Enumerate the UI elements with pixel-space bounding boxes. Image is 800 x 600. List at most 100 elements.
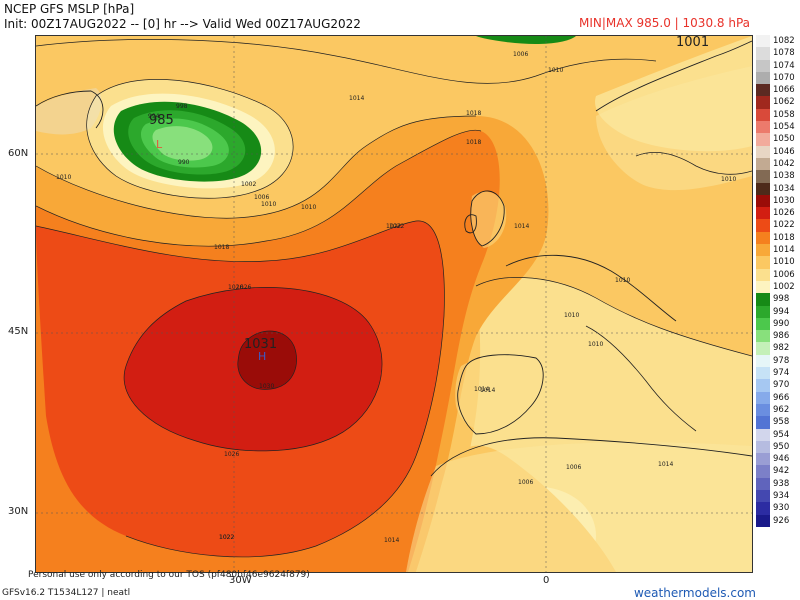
coast-scandinavia <box>595 40 752 112</box>
brand-link[interactable]: weathermodels.com <box>633 586 756 600</box>
legend-label: 970 <box>773 380 790 391</box>
legend-swatch <box>756 244 770 257</box>
low-center-letter: L <box>156 138 163 151</box>
legend-row: 1046 <box>756 145 800 158</box>
legend-row: 1078 <box>756 47 800 60</box>
map-title: NCEP GFS MSLP [hPa] <box>4 2 135 16</box>
legend-swatch <box>756 194 770 208</box>
contour-label: 1010 <box>564 312 579 319</box>
tos-notice: Personal use only according to our TOS (… <box>28 570 310 580</box>
legend-row: 1066 <box>756 84 800 97</box>
legend-swatch <box>756 207 770 220</box>
legend-row: 1018 <box>756 231 800 245</box>
contour-label: 1026 <box>236 284 251 291</box>
pressure-field: 1006 1010 1014 1018 1022 1026 1002 998 9… <box>36 36 752 572</box>
legend-swatch <box>756 182 770 195</box>
legend-label: 974 <box>773 368 790 379</box>
contour-label: 1022 <box>386 223 401 230</box>
legend-swatch <box>756 59 770 72</box>
legend-swatch <box>756 342 770 355</box>
scandinavia <box>596 66 752 191</box>
legend-row: 958 <box>756 416 800 429</box>
legend-row: 994 <box>756 305 800 318</box>
legend-swatch <box>756 231 770 245</box>
model-info: GFSv16.2 T1534L127 | neatl <box>2 588 131 598</box>
legend-swatch <box>756 170 770 183</box>
legend-swatch <box>756 379 770 392</box>
legend-label: 998 <box>773 294 790 305</box>
pressure-legend: 1082 1078 1074 1070 1066 1062 1058 1054 1050 1046… <box>756 35 800 527</box>
coast-france <box>505 254 677 322</box>
legend-row: 1042 <box>756 157 800 171</box>
lat-label-60n: 60N <box>8 148 29 159</box>
legend-row: 1062 <box>756 96 800 109</box>
legend-row: 1050 <box>756 133 800 146</box>
greenland-south <box>36 88 102 135</box>
low-center-value: 985 <box>149 113 174 128</box>
legend-swatch <box>756 96 770 109</box>
lat-label-30n: 30N <box>8 506 29 517</box>
high-center-value: 1031 <box>244 337 277 352</box>
legend-swatch <box>756 108 770 122</box>
legend-swatch <box>756 145 770 158</box>
legend-swatch <box>756 477 770 490</box>
legend-label: 1042 <box>773 158 795 169</box>
legend-label: 942 <box>773 466 790 477</box>
legend-label: 958 <box>773 417 790 428</box>
legend-swatch <box>756 514 770 527</box>
isobar-1010-north <box>36 39 657 84</box>
contour-label: 1010 <box>301 204 316 211</box>
legend-swatch <box>756 133 770 146</box>
contour-label: 1026 <box>228 284 243 291</box>
legend-row: 930 <box>756 502 800 515</box>
legend-row: 942 <box>756 465 800 478</box>
coast-italy <box>585 325 697 432</box>
isobar-1018 <box>36 129 482 247</box>
north-center-value: 1001 <box>676 36 709 50</box>
legend-row: 982 <box>756 342 800 355</box>
legend-row: 950 <box>756 440 800 454</box>
legend-swatch <box>756 35 770 48</box>
contour-label: 1014 <box>514 223 529 230</box>
legend-row: 1074 <box>756 59 800 72</box>
legend-row: 1006 <box>756 268 800 281</box>
legend-label: 1038 <box>773 171 795 182</box>
contour-label: 1010 <box>588 341 603 348</box>
legend-label: 1062 <box>773 97 795 108</box>
coast-north-africa <box>430 437 752 477</box>
legend-swatch <box>756 489 770 503</box>
legend-label: 990 <box>773 318 790 329</box>
coast-uk <box>470 190 505 247</box>
min-max-pressure: MIN|MAX 985.0 | 1030.8 hPa <box>579 16 750 30</box>
contour-label: 1010 <box>721 176 736 183</box>
legend-label: 954 <box>773 429 790 440</box>
coast-iberia <box>457 354 544 435</box>
legend-swatch <box>756 367 770 380</box>
legend-label: 1030 <box>773 195 795 206</box>
contour-label: 1010 <box>56 174 71 181</box>
legend-row: 1038 <box>756 170 800 183</box>
legend-row: 1058 <box>756 108 800 122</box>
legend-label: 978 <box>773 355 790 366</box>
legend-row: 1070 <box>756 71 800 85</box>
legend-label: 1050 <box>773 134 795 145</box>
north-africa <box>406 442 752 572</box>
legend-label: 1066 <box>773 85 795 96</box>
fill-1030 <box>237 330 297 390</box>
legend-label: 1002 <box>773 281 795 292</box>
contour-label: 1014 <box>658 461 673 468</box>
legend-label: 982 <box>773 343 790 354</box>
contour-label: 1006 <box>518 479 533 486</box>
coast-greenland <box>36 90 104 129</box>
legend-row: 926 <box>756 514 800 527</box>
legend-row: 966 <box>756 391 800 404</box>
legend-label: 1074 <box>773 60 795 71</box>
isobar-1006-low <box>86 79 294 199</box>
contour-label: 1018 <box>466 139 481 146</box>
contour-label: 1022 <box>219 534 234 541</box>
legend-swatch <box>756 293 770 306</box>
contour-label: 990 <box>178 159 190 166</box>
pressure-map[interactable]: 1006 1010 1014 1018 1022 1026 1002 998 9… <box>35 35 753 573</box>
lon-label-0: 0 <box>543 575 550 586</box>
legend-label: 1046 <box>773 146 795 157</box>
